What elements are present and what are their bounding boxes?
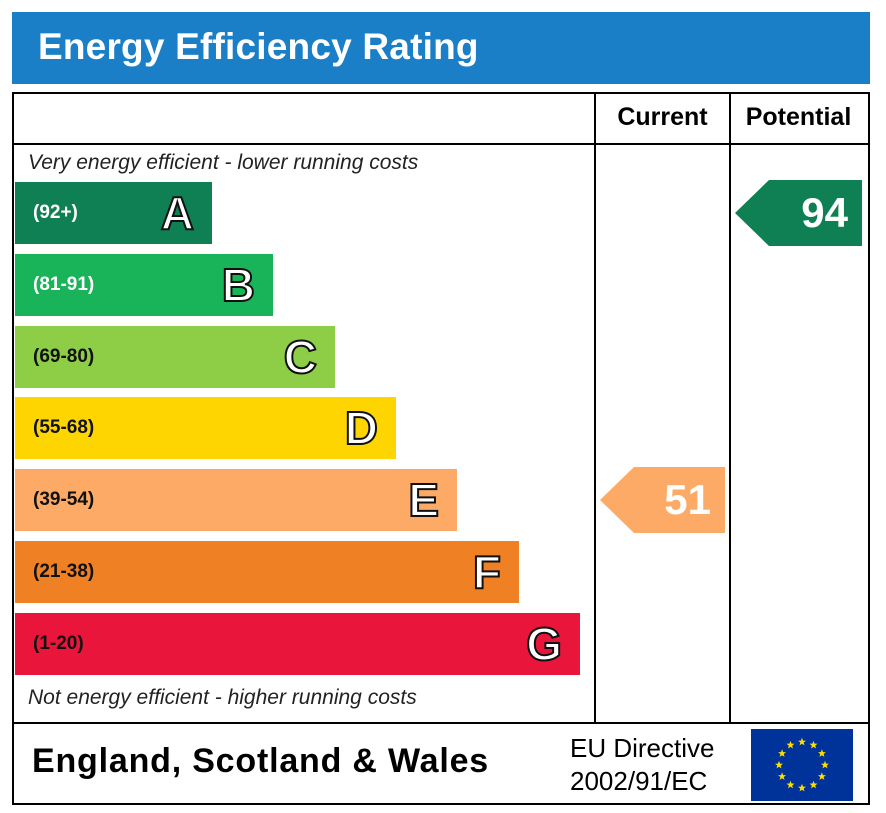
band-range-c: (69-80) [33,346,95,367]
note-efficient: Very energy efficient - lower running co… [28,151,419,174]
chart-frame [12,92,870,805]
eu-flag-star [809,740,818,749]
header-divider [12,143,870,145]
eu-flag-star [786,740,795,749]
footer-divider [12,722,870,724]
directive-line-2: 2002/91/EC [570,766,708,796]
footer-region: England, Scotland & Wales [32,742,490,780]
current-marker: 51 [600,467,725,533]
potential-marker-shape [735,180,862,246]
current-marker-shape [600,467,725,533]
band-range-f: (21-38) [33,561,95,582]
directive-line-1: EU Directive [570,733,715,763]
current-marker-value: 51 [664,476,711,523]
eu-flag-star [798,783,806,792]
eu-flag-star [821,760,829,769]
footer-directive: EU Directive 2002/91/EC [570,732,714,798]
band-b: (81-91) B [15,254,273,316]
eu-flag-star [817,749,826,757]
potential-marker-arrow [735,180,862,246]
eu-flag-star [809,780,818,789]
divider-current [594,92,596,724]
band-range-a: (92+) [33,202,78,223]
band-e: (39-54) E [15,469,457,531]
eu-flag-star [817,772,826,780]
title-bar: Energy Efficiency Rating [12,12,870,84]
band-letter-e: E [407,474,440,526]
eu-flag-star [798,737,806,746]
band-range-d: (55-68) [33,417,95,438]
band-c: (69-80) C [15,326,335,388]
band-range-b: (81-91) [33,274,95,295]
band-range-g: (1-20) [33,633,84,654]
column-header-current: Current [617,103,708,131]
potential-marker: 94 [735,180,862,246]
eu-flag-star [786,780,795,789]
potential-marker-value: 94 [801,189,848,236]
current-marker-arrow [600,467,725,533]
band-letter-b: B [221,259,256,311]
band-letter-g: G [525,618,563,670]
eu-flag-star [778,772,787,780]
band-letter-c: C [283,331,318,383]
note-inefficient: Not energy efficient - higher running co… [28,686,417,709]
eu-flag-icon [751,729,853,801]
band-a: (92+) A [15,182,212,244]
chart-title: Energy Efficiency Rating [38,26,479,67]
band-letter-d: D [344,402,379,454]
band-g: (1-20) G [15,613,580,675]
eu-flag-star [778,749,787,757]
divider-potential [729,92,731,724]
eu-flag-star [775,760,783,769]
eu-flag-stars [775,737,829,792]
column-header-potential: Potential [745,103,852,131]
band-range-e: (39-54) [33,489,95,510]
band-f: (21-38) F [15,541,519,603]
band-d: (55-68) D [15,397,396,459]
band-letter-f: F [472,546,502,598]
band-letter-a: A [160,187,195,239]
